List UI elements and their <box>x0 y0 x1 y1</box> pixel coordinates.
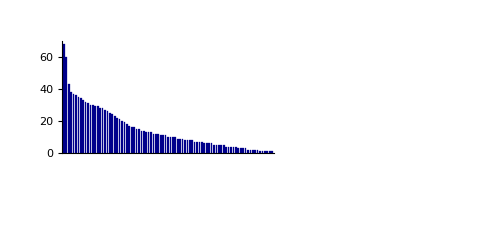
Bar <box>223 145 225 153</box>
Bar <box>216 145 217 153</box>
Bar <box>157 134 159 153</box>
Bar <box>72 94 74 153</box>
Bar <box>220 145 222 153</box>
Bar <box>174 137 176 153</box>
Bar <box>189 140 191 153</box>
Bar <box>78 97 79 153</box>
Bar <box>128 126 130 153</box>
Bar <box>211 143 213 153</box>
Bar <box>225 146 227 153</box>
Bar <box>123 122 125 153</box>
Bar <box>257 150 258 153</box>
Bar <box>269 151 271 153</box>
Bar <box>201 142 203 153</box>
Bar <box>245 148 246 153</box>
Bar <box>271 151 273 153</box>
Bar <box>262 151 264 153</box>
Bar <box>160 135 162 153</box>
Bar <box>259 151 261 153</box>
Bar <box>179 139 181 153</box>
Bar <box>63 44 65 153</box>
Bar <box>230 146 232 153</box>
Bar <box>65 56 67 153</box>
Bar <box>213 145 215 153</box>
Bar <box>206 143 207 153</box>
Bar <box>264 151 266 153</box>
Bar <box>119 119 120 153</box>
Bar <box>177 139 179 153</box>
Bar <box>208 143 210 153</box>
Bar <box>126 124 128 153</box>
Bar <box>111 115 113 153</box>
Bar <box>104 110 106 153</box>
Bar <box>196 142 198 153</box>
Bar <box>155 134 157 153</box>
Bar <box>109 113 111 153</box>
Bar <box>138 129 140 153</box>
Bar <box>70 92 72 153</box>
Bar <box>194 142 195 153</box>
Bar <box>240 148 241 153</box>
Bar <box>145 132 147 153</box>
Bar <box>235 146 237 153</box>
Bar <box>184 140 186 153</box>
Bar <box>204 143 205 153</box>
Bar <box>192 140 193 153</box>
Bar <box>136 129 137 153</box>
Bar <box>165 135 167 153</box>
Bar <box>116 118 118 153</box>
Bar <box>187 140 188 153</box>
Bar <box>133 127 135 153</box>
Bar <box>232 146 234 153</box>
Bar <box>148 132 149 153</box>
Bar <box>153 134 154 153</box>
Bar <box>68 84 70 153</box>
Bar <box>131 127 132 153</box>
Bar <box>150 132 152 153</box>
Bar <box>169 137 171 153</box>
Bar <box>75 95 77 153</box>
Bar <box>254 150 256 153</box>
Bar <box>167 137 169 153</box>
Bar <box>143 130 144 153</box>
Bar <box>99 108 101 153</box>
Bar <box>85 101 86 153</box>
Bar <box>141 130 142 153</box>
Bar <box>92 105 94 153</box>
Bar <box>247 150 249 153</box>
Bar <box>172 137 174 153</box>
Bar <box>114 116 116 153</box>
Bar <box>97 106 98 153</box>
Bar <box>199 142 200 153</box>
Bar <box>121 121 123 153</box>
Bar <box>83 100 84 153</box>
Bar <box>95 106 96 153</box>
Bar <box>252 150 253 153</box>
Bar <box>238 148 239 153</box>
Bar <box>242 148 244 153</box>
Bar <box>250 150 251 153</box>
Bar <box>87 103 89 153</box>
Bar <box>102 108 104 153</box>
Bar <box>182 139 183 153</box>
Bar <box>266 151 268 153</box>
Bar <box>90 105 91 153</box>
Bar <box>80 98 82 153</box>
Bar <box>162 135 164 153</box>
Bar <box>228 146 229 153</box>
Bar <box>218 145 220 153</box>
Bar <box>107 111 108 153</box>
